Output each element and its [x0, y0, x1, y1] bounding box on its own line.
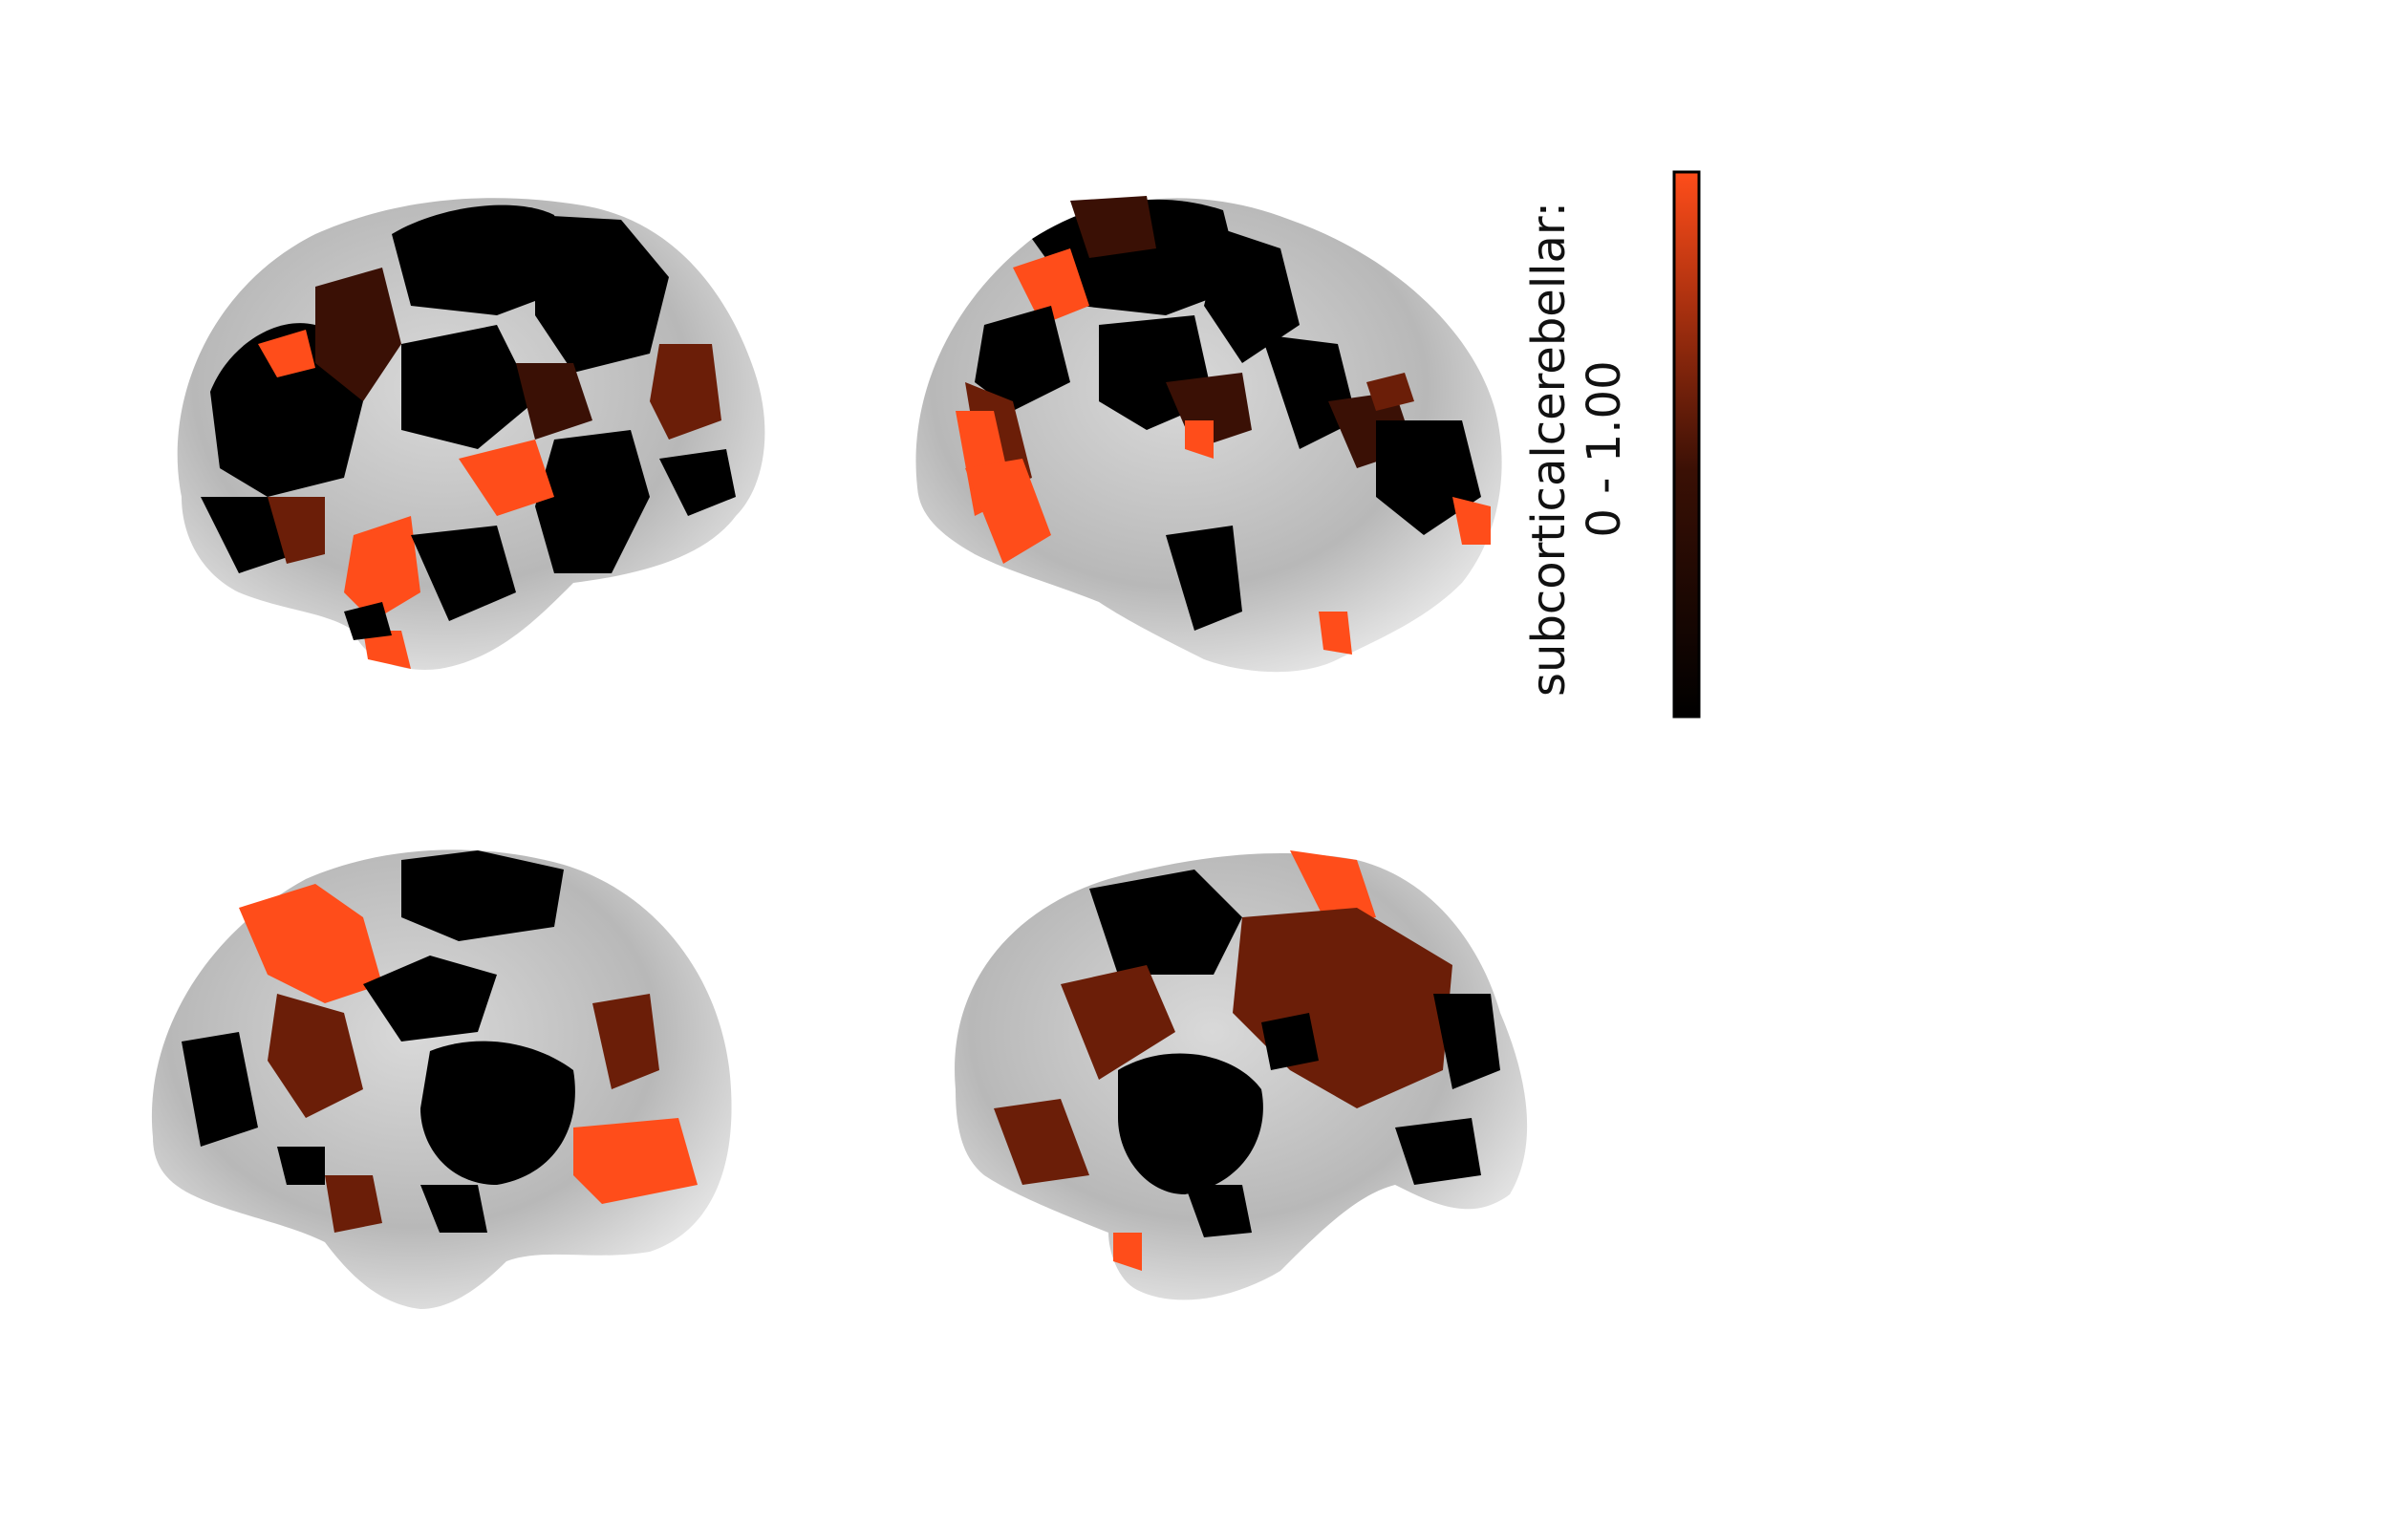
brain-left-medial [151, 849, 732, 1309]
parcel-regions [956, 196, 1491, 655]
parcel-regions [182, 850, 698, 1233]
colorbar-gradient [1672, 170, 1701, 719]
parcel-regions [201, 204, 736, 669]
brain-right-lateral [915, 196, 1502, 673]
colorbar-range: 0 - 1.00 [1578, 360, 1631, 538]
colorbar [1672, 170, 1701, 719]
parcel-regions [994, 850, 1500, 1271]
colorbar-title: subcorticalcerebellar: [1522, 202, 1576, 697]
brain-left-lateral [177, 198, 765, 670]
colorbar-label: subcorticalcerebellar: 0 - 1.00 [1522, 172, 1631, 726]
brain-right-medial [955, 850, 1528, 1300]
